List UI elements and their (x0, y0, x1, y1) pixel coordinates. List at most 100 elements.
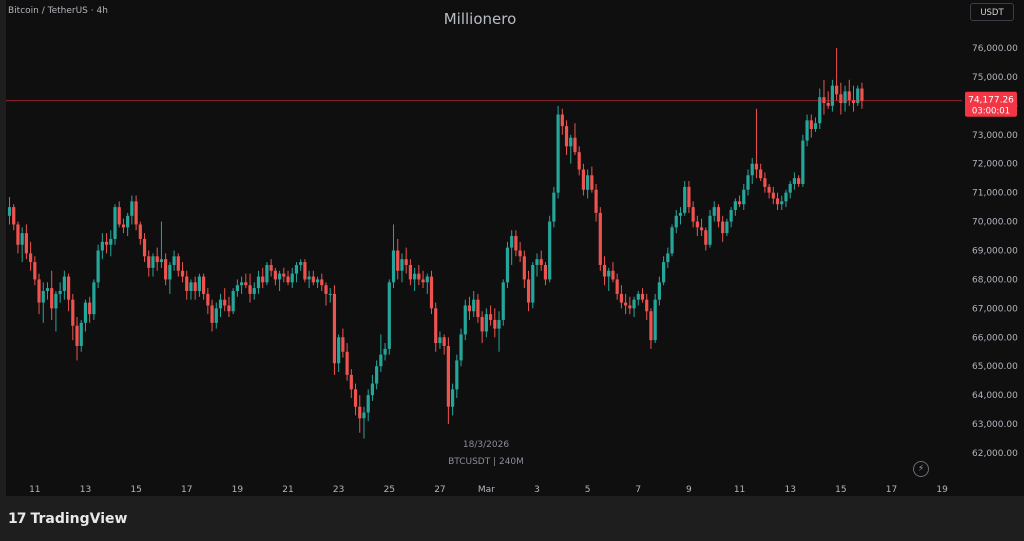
candle-body (256, 276, 261, 289)
candle-body (37, 279, 41, 303)
candle-body (176, 256, 180, 271)
candle-body (695, 221, 699, 228)
candle-body (860, 88, 864, 101)
candle-body (632, 299, 636, 309)
y-tick-label: 71,000.00 (972, 189, 1018, 199)
candle-body (712, 207, 716, 216)
candle-body (784, 192, 788, 202)
candle-body (379, 354, 383, 367)
candle-body (231, 291, 235, 312)
candle-body (366, 395, 370, 413)
candle-body (548, 221, 552, 280)
candle-body (763, 178, 767, 187)
currency-button[interactable]: USDT (970, 3, 1014, 21)
candle-body (809, 120, 813, 129)
candle-body (830, 85, 834, 106)
candle-body (818, 97, 822, 124)
candle-body (801, 140, 805, 184)
candle-body (290, 273, 294, 283)
candle-body (472, 299, 476, 312)
candle-body (210, 305, 214, 323)
candle-body (847, 91, 851, 101)
candle-body (88, 302, 92, 315)
price-label-box (965, 91, 1017, 117)
candle-body (822, 97, 826, 103)
candle-body (429, 276, 434, 309)
candle-body (493, 319, 497, 329)
candle-body (71, 299, 75, 326)
lightning-icon[interactable]: ⚡ (913, 461, 929, 477)
footer-bar (0, 496, 1024, 541)
x-tick-label: 11 (29, 485, 40, 495)
candle-body (526, 279, 531, 303)
candle-body (721, 221, 725, 234)
candle-body (303, 262, 307, 280)
candle-body (24, 233, 28, 254)
candle-body (501, 282, 505, 320)
candle-body (252, 288, 256, 294)
candle-body (41, 291, 45, 303)
candle-body (299, 262, 303, 265)
candle-body (451, 389, 455, 407)
candle-body (628, 305, 632, 309)
y-tick-label: 75,000.00 (972, 73, 1018, 83)
candle-body (725, 221, 729, 234)
candle-body (83, 302, 88, 323)
x-tick-label: 19 (232, 485, 244, 495)
y-tick-label: 72,000.00 (972, 160, 1018, 170)
candle-body (754, 163, 759, 170)
candle-body (387, 282, 391, 349)
candle-body (332, 293, 337, 364)
candle-body (277, 273, 282, 280)
candle-body (573, 137, 577, 153)
candle-body (324, 285, 328, 294)
candle-body (737, 201, 742, 205)
symbol-label[interactable]: Bitcoin / TetherUS · 4h (8, 6, 108, 16)
candle-body (497, 319, 501, 329)
candle-body (307, 276, 311, 280)
candle-body (193, 282, 197, 291)
y-tick-label: 63,000.00 (972, 420, 1018, 430)
candle-body (96, 250, 100, 283)
candle-body (556, 114, 560, 193)
y-tick-label: 67,000.00 (972, 304, 1018, 314)
x-tick-label: 17 (181, 485, 192, 495)
candle-body (624, 302, 628, 306)
candle-body (590, 175, 594, 190)
x-tick-label: 17 (886, 485, 897, 495)
candle-body (421, 279, 425, 283)
tradingview-logo[interactable]: 17 TradingView (8, 511, 127, 527)
candle-body (767, 186, 771, 193)
candle-body (400, 259, 404, 271)
candle-body (729, 210, 733, 222)
candle-body (50, 288, 54, 309)
candle-body (514, 236, 518, 251)
candle-body (362, 412, 366, 419)
candle-body (425, 276, 429, 283)
candle-body (370, 383, 375, 396)
x-tick-label: Mar (478, 485, 495, 495)
candle-body (286, 276, 290, 283)
candle-body (16, 224, 20, 245)
candle-body (240, 282, 244, 286)
candle-body (341, 337, 345, 352)
candle-body (488, 314, 493, 320)
candle-body (189, 282, 193, 291)
candle-body (113, 207, 117, 239)
candle-body (543, 264, 548, 280)
candle-body (138, 224, 142, 239)
x-tick-label: 25 (384, 485, 395, 495)
x-tick-label: 13 (784, 485, 795, 495)
candle-body (645, 299, 649, 312)
candle-body (29, 253, 33, 263)
x-tick-label: 9 (686, 485, 692, 495)
candle-body (79, 322, 83, 346)
candle-body (640, 293, 645, 300)
candle-body (759, 169, 763, 179)
x-tick-label: 15 (130, 485, 141, 495)
candle-body (484, 314, 488, 332)
candle-body (269, 264, 273, 271)
candle-body (54, 293, 58, 309)
x-tick-label: 21 (282, 485, 293, 495)
